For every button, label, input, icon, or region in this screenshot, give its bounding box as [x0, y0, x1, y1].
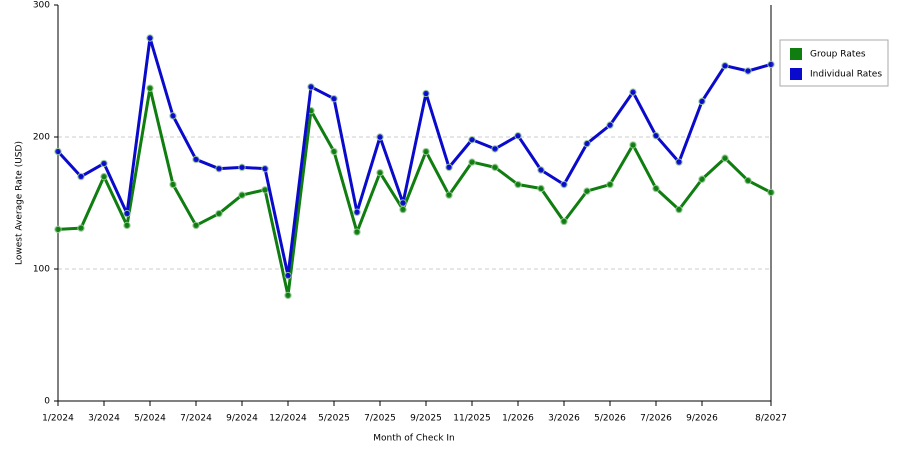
- point: [123, 221, 131, 230]
- point: [721, 154, 729, 162]
- point: [560, 217, 568, 226]
- point: [698, 97, 706, 106]
- point: [422, 89, 430, 98]
- y-tick-label: 100: [33, 265, 50, 275]
- point: [606, 121, 614, 129]
- point: [77, 172, 85, 181]
- x-tick-label: 7/2025: [364, 414, 396, 424]
- point: [537, 184, 545, 193]
- y-tick-label: 0: [44, 397, 50, 407]
- point: [721, 62, 729, 70]
- point: [284, 291, 292, 300]
- point: [744, 67, 752, 75]
- point: [330, 147, 338, 156]
- point: [652, 131, 660, 140]
- point: [192, 221, 200, 230]
- x-tick-label: 1/2026: [502, 414, 534, 424]
- point: [261, 164, 269, 173]
- point: [468, 135, 476, 144]
- x-tick-label: 5/2026: [594, 414, 626, 424]
- point: [353, 208, 361, 216]
- point: [606, 180, 614, 189]
- point: [422, 147, 430, 156]
- point: [652, 184, 660, 193]
- point: [238, 191, 246, 199]
- point: [767, 60, 775, 69]
- point: [537, 166, 545, 174]
- point: [491, 145, 499, 153]
- point: [514, 131, 522, 140]
- point: [215, 209, 223, 218]
- point: [100, 159, 108, 168]
- point: [169, 112, 177, 120]
- point: [560, 180, 568, 189]
- point: [583, 139, 591, 148]
- y-tick-label: 300: [33, 1, 50, 11]
- point: [146, 34, 154, 42]
- point: [445, 191, 453, 199]
- point: [54, 147, 62, 156]
- point: [77, 224, 85, 232]
- point: [284, 271, 292, 280]
- x-tick-label: 7/2024: [180, 414, 212, 424]
- point: [123, 209, 131, 218]
- point: [629, 141, 637, 149]
- point: [583, 187, 591, 195]
- point: [100, 172, 108, 181]
- y-axis-label: Lowest Average Rate (USD): [15, 141, 25, 265]
- point: [744, 176, 752, 185]
- x-tick-label: 8/2027: [755, 414, 787, 424]
- point: [146, 84, 154, 92]
- point: [468, 158, 476, 166]
- x-tick-label: 12/2024: [269, 414, 307, 424]
- point: [399, 205, 407, 214]
- legend-swatch: [790, 48, 802, 60]
- point: [675, 158, 683, 166]
- point: [261, 186, 269, 194]
- point: [675, 205, 683, 214]
- legend-label: Individual Rates: [810, 70, 882, 80]
- point: [767, 188, 775, 197]
- point: [445, 163, 453, 172]
- x-tick-label: 1/2024: [42, 414, 74, 424]
- point: [491, 163, 499, 172]
- point: [307, 83, 315, 91]
- x-tick-label: 9/2024: [226, 414, 258, 424]
- point: [353, 228, 361, 236]
- point: [330, 95, 338, 103]
- series-line: [57, 86, 772, 297]
- point: [54, 225, 62, 234]
- x-tick-label: 7/2026: [640, 414, 672, 424]
- legend-swatch: [790, 68, 802, 80]
- point: [376, 168, 384, 177]
- x-tick-label: 9/2026: [686, 414, 718, 424]
- x-tick-label: 9/2025: [410, 414, 442, 424]
- x-tick-label: 3/2026: [548, 414, 580, 424]
- point: [629, 88, 637, 96]
- point: [376, 133, 384, 141]
- x-tick-label: 3/2024: [88, 414, 120, 424]
- point: [399, 199, 407, 207]
- series-line: [56, 36, 772, 278]
- x-tick-label: 5/2024: [134, 414, 166, 424]
- x-axis-label: Month of Check In: [373, 434, 455, 444]
- x-tick-label: 5/2025: [318, 414, 350, 424]
- point: [215, 164, 223, 173]
- point: [192, 155, 200, 164]
- legend-label: Group Rates: [810, 50, 866, 60]
- point: [698, 175, 706, 183]
- point: [169, 180, 177, 189]
- y-tick-label: 200: [33, 133, 50, 143]
- x-tick-label: 11/2025: [453, 414, 490, 424]
- point: [514, 180, 522, 189]
- point: [238, 163, 246, 172]
